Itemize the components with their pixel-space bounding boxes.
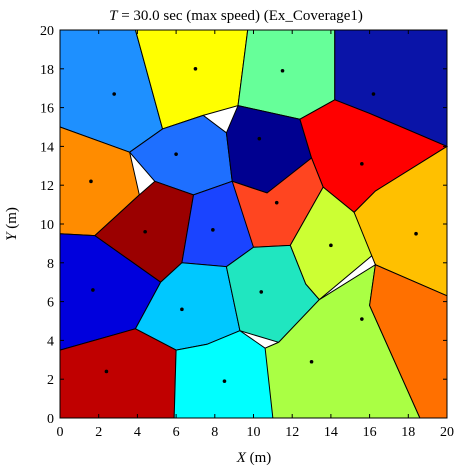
agent-point-10 bbox=[211, 228, 215, 232]
agent-point-5 bbox=[89, 179, 93, 184]
y-tick-label: 12 bbox=[40, 179, 54, 194]
agent-point-19 bbox=[309, 359, 314, 364]
x-tick-label: 16 bbox=[363, 425, 377, 440]
axis-ticks: 0 2 4 6 8 10 12 14 16 18 20 0 2 4 6 8 10 12 14 16 18 20 bbox=[40, 24, 454, 440]
agent-point-20 bbox=[360, 317, 364, 321]
agent-point-1 bbox=[112, 92, 116, 96]
title-variable: T bbox=[109, 8, 119, 24]
x-tick-label: 12 bbox=[285, 425, 299, 440]
x-axis-variable: X bbox=[236, 450, 247, 466]
voronoi-cells bbox=[59, 29, 449, 419]
agent-point-9 bbox=[143, 229, 147, 234]
y-tick-label: 6 bbox=[47, 296, 54, 311]
voronoi-cell-16 bbox=[225, 244, 320, 343]
x-tick-label: 4 bbox=[134, 425, 141, 440]
y-tick-label: 4 bbox=[47, 334, 54, 349]
agent-points bbox=[89, 67, 418, 383]
x-tick-label: 0 bbox=[57, 425, 64, 440]
agent-point-15 bbox=[180, 307, 184, 312]
chart-title: T = 30.0 sec (max speed) (Ex_Coverage1) bbox=[109, 8, 363, 24]
agent-point-12 bbox=[91, 288, 95, 292]
y-tick-label: 0 bbox=[47, 412, 54, 427]
title-text: = 30.0 sec (max speed) (Ex_Coverage1) bbox=[117, 8, 362, 24]
voronoi-cell-3 bbox=[237, 29, 336, 120]
y-tick-label: 14 bbox=[40, 140, 54, 155]
agent-point-2 bbox=[193, 67, 198, 71]
agent-point-17 bbox=[104, 369, 109, 374]
y-axis-variable: Y bbox=[4, 231, 20, 241]
y-axis-unit: (m) bbox=[4, 207, 20, 232]
x-tick-label: 18 bbox=[401, 425, 415, 440]
x-tick-label: 2 bbox=[95, 425, 102, 440]
agent-point-11 bbox=[274, 200, 279, 205]
agent-point-13 bbox=[329, 243, 333, 248]
x-tick-label: 10 bbox=[247, 425, 261, 440]
y-tick-label: 2 bbox=[47, 373, 54, 388]
agent-point-7 bbox=[257, 136, 262, 141]
y-tick-label: 10 bbox=[40, 218, 54, 233]
x-axis-unit: (m) bbox=[246, 450, 271, 466]
agent-point-14 bbox=[414, 231, 418, 236]
x-tick-label: 6 bbox=[173, 425, 180, 440]
agent-point-6 bbox=[174, 152, 178, 156]
y-tick-label: 18 bbox=[40, 63, 54, 78]
agent-point-3 bbox=[280, 68, 285, 73]
agent-point-16 bbox=[259, 290, 264, 294]
agent-point-8 bbox=[360, 162, 364, 166]
x-tick-label: 14 bbox=[324, 425, 338, 440]
agent-point-18 bbox=[222, 379, 227, 383]
x-tick-label: 8 bbox=[211, 425, 218, 440]
x-axis-label: X (m) bbox=[236, 450, 272, 466]
y-tick-label: 20 bbox=[40, 24, 54, 39]
agent-point-4 bbox=[371, 92, 376, 96]
y-axis-label: Y (m) bbox=[4, 207, 20, 241]
y-tick-label: 8 bbox=[47, 257, 54, 272]
x-tick-label: 20 bbox=[440, 425, 454, 440]
y-tick-label: 16 bbox=[40, 102, 54, 117]
